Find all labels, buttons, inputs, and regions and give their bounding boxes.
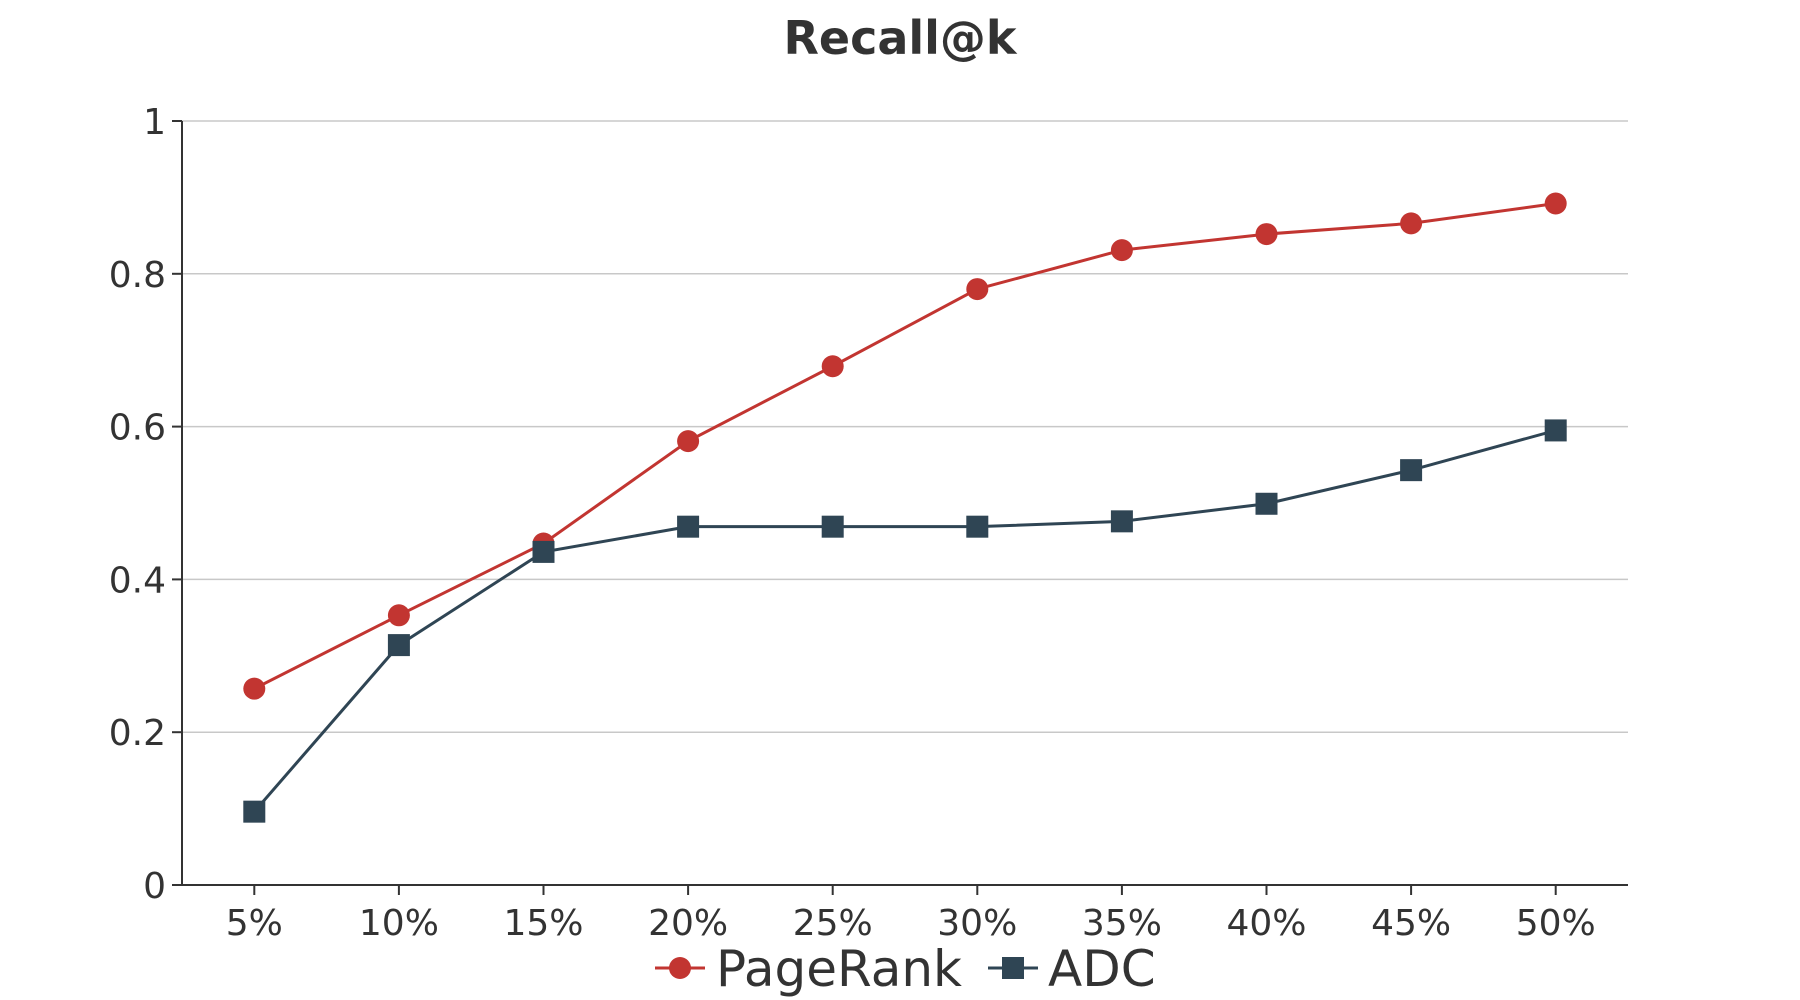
series-line [253, 202, 1556, 690]
x-tick-label: 30% [937, 903, 1017, 944]
y-tick-label: 0.8 [109, 255, 166, 296]
data-point [677, 515, 700, 538]
data-point [1255, 223, 1278, 246]
data-point [387, 634, 410, 657]
data-point [243, 677, 266, 700]
data-point [966, 515, 989, 538]
y-tick-label: 0.6 [109, 408, 166, 449]
series-pagerank [243, 192, 1567, 700]
legend-marker [1002, 957, 1024, 979]
x-tick-label: 20% [648, 903, 728, 944]
x-tick-label: 25% [793, 903, 873, 944]
y-tick-label: 0.4 [109, 560, 166, 601]
series-adc [243, 419, 1567, 823]
chart-title: Recall@k [783, 11, 1017, 65]
x-tick-label: 35% [1082, 903, 1162, 944]
series-layer [243, 192, 1567, 823]
y-tick-label: 0.2 [109, 713, 166, 754]
data-point [821, 515, 844, 538]
x-tick-label: 15% [503, 903, 583, 944]
x-tick-label: 40% [1226, 903, 1306, 944]
legend: PageRank ADC [655, 940, 1156, 998]
x-tick-label: 45% [1371, 903, 1451, 944]
x-tick-label: 10% [359, 903, 439, 944]
legend-item-adc: ADC [988, 940, 1156, 998]
data-point [1400, 212, 1423, 235]
legend-marker [669, 957, 691, 979]
data-point [243, 800, 266, 823]
data-point [1110, 239, 1133, 262]
legend-item-pagerank: PageRank [655, 940, 962, 998]
legend-label: PageRank [716, 940, 962, 998]
data-point [1110, 510, 1133, 533]
data-point [532, 540, 555, 563]
x-tick-label: 50% [1516, 903, 1596, 944]
data-point [1400, 459, 1423, 482]
y-tick-label: 0 [143, 866, 166, 907]
x-tick-label: 5% [226, 903, 283, 944]
y-tick-label: 1 [143, 102, 166, 143]
data-point [677, 430, 700, 453]
data-point [966, 278, 989, 301]
data-point [387, 604, 410, 627]
data-point [821, 355, 844, 378]
legend-label: ADC [1048, 940, 1156, 998]
grid-lines [182, 120, 1628, 733]
data-point [1255, 492, 1278, 515]
data-point [1544, 419, 1567, 442]
axes: 00.20.40.60.815% 10% 15% 20% 25% 30% 35% 40% 45%… [109, 102, 1628, 944]
data-point [1544, 192, 1567, 215]
series-line [253, 428, 1557, 813]
